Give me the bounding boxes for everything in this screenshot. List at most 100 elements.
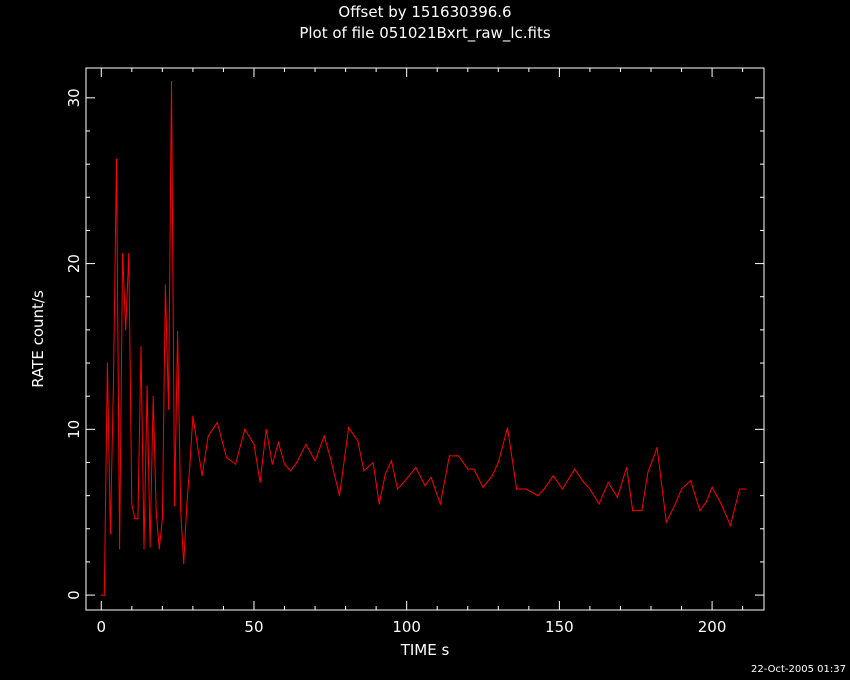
data-point xyxy=(155,511,157,513)
data-point xyxy=(177,330,179,333)
data-point xyxy=(647,471,649,473)
data-point xyxy=(598,503,600,505)
data-point xyxy=(665,521,667,523)
data-point xyxy=(473,468,475,470)
data-point xyxy=(149,546,151,548)
data-point xyxy=(338,495,341,497)
data-point xyxy=(112,379,115,381)
data-point xyxy=(186,505,188,507)
y-axis-label: RATE count/s xyxy=(29,290,47,388)
data-point xyxy=(140,345,142,348)
axis-tick-labels: 0 50 100 150 200 0 10 20 30 xyxy=(65,88,726,636)
data-point xyxy=(632,510,634,512)
chart-subtitle: Plot of file 051021Bxrt_raw_lc.fits xyxy=(299,24,550,43)
data-point xyxy=(259,481,261,483)
data-point xyxy=(201,475,203,477)
data-point xyxy=(143,548,145,550)
data-point xyxy=(314,460,316,462)
data-point xyxy=(561,488,564,490)
data-point xyxy=(705,501,707,503)
data-point xyxy=(430,476,432,478)
data-point xyxy=(277,442,279,444)
data-point xyxy=(305,443,307,445)
data-point xyxy=(641,510,643,512)
data-point xyxy=(125,329,127,331)
y-tick-label: 30 xyxy=(65,88,83,107)
data-point xyxy=(207,435,209,437)
data-point xyxy=(378,503,380,505)
x-tick-label: 50 xyxy=(244,618,263,636)
data-point xyxy=(415,466,417,469)
data-point xyxy=(607,481,609,483)
data-point xyxy=(711,486,713,488)
data-point xyxy=(146,385,148,387)
data-point xyxy=(656,447,658,449)
data-point xyxy=(396,488,399,490)
y-tick-label: 10 xyxy=(65,420,83,439)
x-axis-label: TIME s xyxy=(400,641,450,659)
plot-frame xyxy=(85,67,765,611)
data-point xyxy=(174,505,176,507)
y-tick-label: 0 xyxy=(65,590,83,600)
data-point xyxy=(265,428,267,430)
data-point xyxy=(497,461,499,464)
data-point xyxy=(106,362,108,364)
data-point xyxy=(543,488,545,490)
data-point xyxy=(235,463,237,465)
data-point xyxy=(119,548,121,550)
data-point xyxy=(283,463,286,465)
x-tick-label: 200 xyxy=(698,618,727,636)
data-point xyxy=(506,427,509,429)
data-point xyxy=(574,468,576,470)
data-point xyxy=(439,503,441,505)
data-point xyxy=(384,473,386,475)
chart-title: Offset by 151630396.6 xyxy=(338,3,511,21)
data-point xyxy=(122,253,124,255)
axis-ticks xyxy=(86,68,764,610)
data-point xyxy=(167,408,170,410)
data-point xyxy=(216,422,218,424)
data-point xyxy=(244,428,246,430)
data-point xyxy=(482,486,484,488)
data-point xyxy=(189,465,191,467)
data-point xyxy=(448,455,450,457)
x-tick-label: 100 xyxy=(392,618,421,636)
data-point xyxy=(674,503,677,505)
data-point xyxy=(180,510,182,512)
data-point xyxy=(729,524,732,527)
data-point xyxy=(271,463,273,465)
data-point xyxy=(363,470,365,472)
data-point xyxy=(680,488,683,490)
data-point xyxy=(467,468,469,470)
data-point xyxy=(525,488,527,490)
rate-series-points xyxy=(100,80,747,596)
data-point xyxy=(128,253,130,255)
data-point xyxy=(626,466,628,469)
data-point xyxy=(537,495,539,497)
data-point xyxy=(403,481,405,483)
data-point xyxy=(109,533,111,535)
data-point xyxy=(739,488,741,490)
data-point xyxy=(183,563,185,565)
data-point xyxy=(161,518,163,520)
data-point xyxy=(225,456,228,459)
data-point xyxy=(164,284,166,286)
data-point xyxy=(348,427,350,429)
data-point xyxy=(290,470,292,472)
data-point xyxy=(296,461,298,464)
data-point xyxy=(589,488,591,490)
data-point xyxy=(137,518,139,520)
data-point xyxy=(329,456,331,459)
data-point xyxy=(390,460,392,462)
x-tick-label: 150 xyxy=(545,618,574,636)
data-point xyxy=(458,455,460,457)
data-point xyxy=(103,594,105,596)
data-point xyxy=(745,488,747,490)
data-point xyxy=(357,440,359,442)
x-tick-label: 0 xyxy=(96,618,106,636)
data-point xyxy=(720,503,722,505)
data-point xyxy=(253,443,255,445)
data-point xyxy=(323,435,325,437)
data-point xyxy=(491,475,493,477)
